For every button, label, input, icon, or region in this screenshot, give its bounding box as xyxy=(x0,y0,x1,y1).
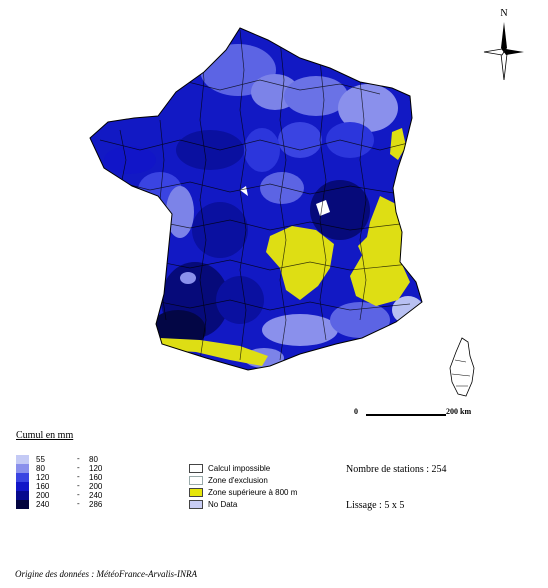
legend-high: 200 xyxy=(89,482,103,491)
legend-swatch xyxy=(189,488,203,497)
legend-title: Cumul en mm xyxy=(16,430,74,441)
north-label: N xyxy=(500,8,508,19)
legend-dash: - xyxy=(77,481,80,490)
legend-high: 120 xyxy=(89,464,103,473)
legend-low: 200 xyxy=(36,491,50,500)
france-outline xyxy=(89,27,423,371)
legend-swatch xyxy=(189,464,203,473)
legend-low: 55 xyxy=(36,455,45,464)
legend-dash: - xyxy=(77,490,80,499)
legend-swatch xyxy=(189,476,203,485)
legend-dash: - xyxy=(77,454,80,463)
legend-high: 80 xyxy=(89,455,98,464)
scale-bar: 0 200 km xyxy=(354,404,484,424)
scale-start-label: 0 xyxy=(354,407,358,416)
legend-category-label: Zone supérieure à 800 m xyxy=(208,488,298,497)
corsica-outline xyxy=(449,337,475,397)
legend-category-label: Zone d'exclusion xyxy=(208,476,268,485)
legend-low: 80 xyxy=(36,464,45,473)
legend-category-label: No Data xyxy=(208,500,238,509)
scale-line xyxy=(366,414,446,416)
legend-swatch xyxy=(16,482,29,491)
legend-high: 286 xyxy=(89,500,103,509)
legend-dash: - xyxy=(77,499,80,508)
legend-swatch xyxy=(16,473,29,482)
compass-rose-icon xyxy=(483,22,524,80)
legend-high: 160 xyxy=(89,473,103,482)
legend-dash: - xyxy=(77,463,80,472)
north-arrow: N xyxy=(482,8,526,80)
legend-dash: - xyxy=(77,472,80,481)
france-rainfall-map xyxy=(89,27,475,397)
legend-category-label: Calcul impossible xyxy=(208,464,271,473)
legend-low: 120 xyxy=(36,473,50,482)
legend-swatch xyxy=(16,500,29,509)
legend-swatch xyxy=(16,455,29,464)
legend-swatch xyxy=(16,491,29,500)
legend-low: 160 xyxy=(36,482,50,491)
legend-high: 240 xyxy=(89,491,103,500)
legend-swatch xyxy=(16,464,29,473)
smoothing-info: Lissage : 5 x 5 xyxy=(346,500,405,511)
station-count: Nombre de stations : 254 xyxy=(346,464,447,475)
data-source: Origine des données : MétéoFrance-Arvali… xyxy=(15,569,197,579)
scale-end-label: 200 km xyxy=(446,407,472,416)
legend-swatch xyxy=(189,500,203,509)
legend-low: 240 xyxy=(36,500,50,509)
